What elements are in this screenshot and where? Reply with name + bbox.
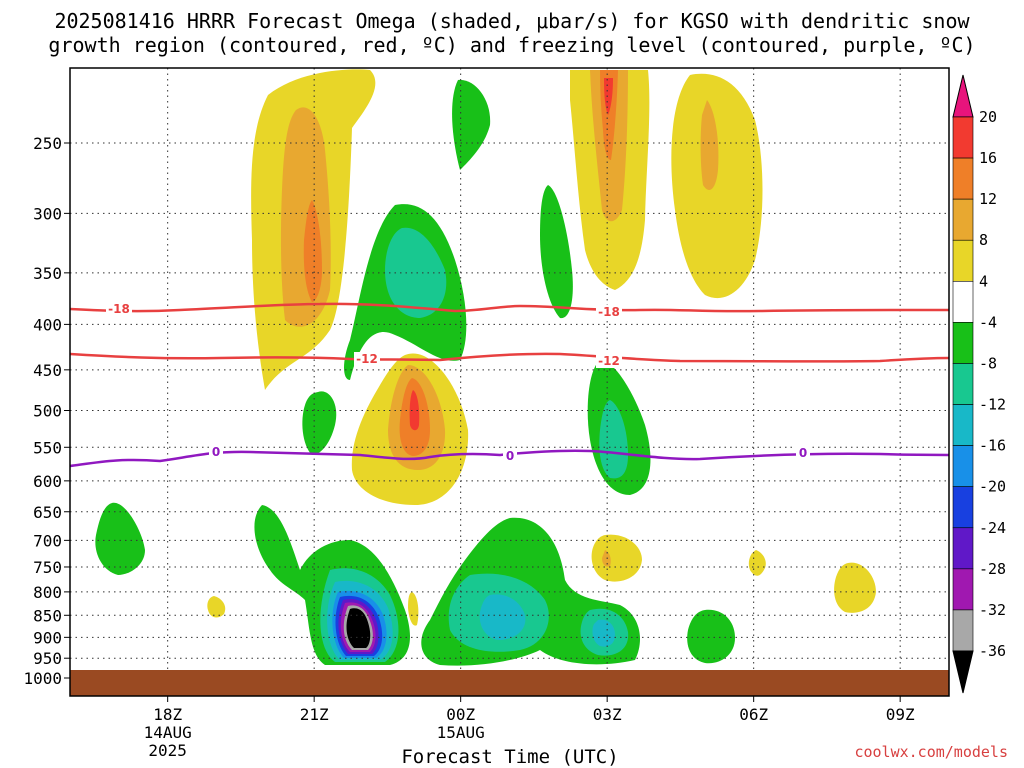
omega-positive-region [604, 78, 613, 115]
credit-text: coolwx.com/models [854, 743, 1008, 761]
colorbar-label: -16 [979, 437, 1006, 455]
colorbar-swatch [952, 568, 974, 611]
y-tick-label: 650 [33, 503, 62, 522]
colorbar-label: 8 [979, 231, 988, 249]
colorbar-swatch [952, 322, 974, 364]
y-tick-label: 350 [33, 264, 62, 283]
colorbar-label: 4 [979, 272, 988, 290]
freezing-level-label: 0 [506, 449, 514, 463]
omega-positive-region [280, 107, 331, 327]
freezing-level-label: 0 [212, 445, 220, 459]
y-tick-label: 700 [33, 531, 62, 550]
x-tick-label: 14AUG [144, 723, 192, 742]
dgz-lower-contour [70, 352, 949, 363]
omega-positive-region [303, 200, 322, 302]
chart-title-line-2: growth region (contoured, red, ºC) and f… [48, 33, 975, 57]
colorbar-label: -24 [979, 519, 1006, 537]
x-tick-label: 21Z [300, 705, 329, 724]
omega-negative-region [385, 227, 447, 318]
colorbar-swatch [952, 157, 974, 200]
colorbar-swatch [952, 486, 974, 529]
y-tick-label: 250 [33, 134, 62, 153]
omega-negative-region [452, 79, 491, 170]
x-tick-label: 06Z [739, 705, 768, 724]
colorbar-label: -4 [979, 313, 997, 331]
omega-negative-region [346, 608, 371, 648]
x-tick-label: 2025 [148, 741, 187, 760]
y-tick-label: 400 [33, 315, 62, 334]
omega-positive-region [602, 550, 611, 567]
y-tick-label: 600 [33, 472, 62, 491]
x-tick-label: 09Z [886, 705, 915, 724]
colorbar-swatch [952, 445, 974, 487]
colorbar-label: -32 [979, 601, 1006, 619]
y-tick-label: 900 [33, 628, 62, 647]
colorbar-swatch [952, 404, 974, 446]
dgz-lower-label: -12 [598, 354, 620, 368]
omega-negative-region [479, 594, 526, 640]
y-tick-label: 1000 [23, 669, 62, 688]
dgz-upper-contour [70, 302, 949, 313]
omega-positive-region [748, 550, 766, 576]
omega-negative-region [687, 609, 735, 664]
y-tick-label: 550 [33, 438, 62, 457]
y-tick-label: 300 [33, 204, 62, 223]
omega-positive-region [700, 100, 719, 190]
omega-positive-region [834, 562, 876, 613]
dgz-lower-label: -12 [356, 352, 378, 366]
y-axis: 250 300 350 400 450 500 550 600 650 700 750 800 850 9… [23, 134, 70, 688]
colorbar-label: -28 [979, 560, 1006, 578]
colorbar-label: -20 [979, 478, 1006, 496]
y-tick-label: 800 [33, 583, 62, 602]
plot-frame [69, 67, 950, 697]
y-tick-label: 450 [33, 361, 62, 380]
dgz-upper-label: -18 [598, 305, 620, 319]
colorbar-swatch [952, 363, 974, 405]
colorbar-label: -8 [979, 354, 997, 372]
omega-positive-region [409, 390, 420, 431]
y-tick-label: 950 [33, 649, 62, 668]
dgz-upper-label: -18 [108, 302, 130, 316]
colorbar-swatch [952, 281, 974, 323]
contour-labels: -18 -18 -12 -12 0 0 0 [106, 302, 810, 463]
colorbar-swatch [952, 198, 974, 241]
colorbar-swatch [952, 239, 974, 282]
colorbar-swatch [952, 116, 974, 159]
omega-negative-region [540, 185, 573, 319]
colorbar-label: 16 [979, 149, 997, 167]
omega-positive-region [207, 596, 226, 618]
omega-positive-region [408, 592, 419, 626]
ground-surface [70, 670, 949, 696]
omega-negative-region [592, 619, 615, 647]
colorbar-label: -36 [979, 642, 1006, 660]
omega-positive-region [591, 534, 642, 582]
colorbar: 20 16 12 8 4 -4 -8 -12 -16 -20 -24 -28 -32 -36 [952, 74, 1006, 694]
colorbar-label: 20 [979, 108, 997, 126]
omega-negative-region [95, 502, 145, 575]
x-axis-label: Forecast Time (UTC) [401, 746, 618, 768]
colorbar-bottom-arrow [952, 650, 974, 694]
y-tick-label: 850 [33, 606, 62, 625]
colorbar-label: 12 [979, 190, 997, 208]
x-tick-label: 18Z [153, 705, 182, 724]
omega-negative-region [599, 400, 628, 479]
chart-title-line-1: 2025081416 HRRR Forecast Omega (shaded, … [54, 9, 970, 33]
colorbar-top-arrow [952, 74, 974, 118]
x-tick-label: 15AUG [437, 723, 485, 742]
omega-positive-region [671, 73, 763, 299]
colorbar-label: -12 [979, 396, 1006, 414]
colorbar-swatch [952, 609, 974, 652]
freezing-level-label: 0 [799, 446, 807, 460]
y-tick-label: 500 [33, 402, 62, 421]
x-tick-label: 03Z [593, 705, 622, 724]
omega-negative-region [302, 391, 337, 455]
x-tick-label: 00Z [446, 705, 475, 724]
grid [70, 68, 949, 696]
y-tick-label: 750 [33, 558, 62, 577]
colorbar-swatch [952, 527, 974, 570]
